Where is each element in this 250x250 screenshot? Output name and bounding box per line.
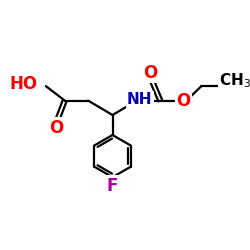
- Text: O: O: [176, 92, 191, 110]
- Text: NH: NH: [127, 92, 152, 107]
- Text: HO: HO: [10, 75, 38, 93]
- Text: O: O: [49, 119, 63, 137]
- Text: CH$_3$: CH$_3$: [219, 71, 250, 90]
- Text: O: O: [143, 64, 158, 82]
- Text: F: F: [107, 177, 118, 195]
